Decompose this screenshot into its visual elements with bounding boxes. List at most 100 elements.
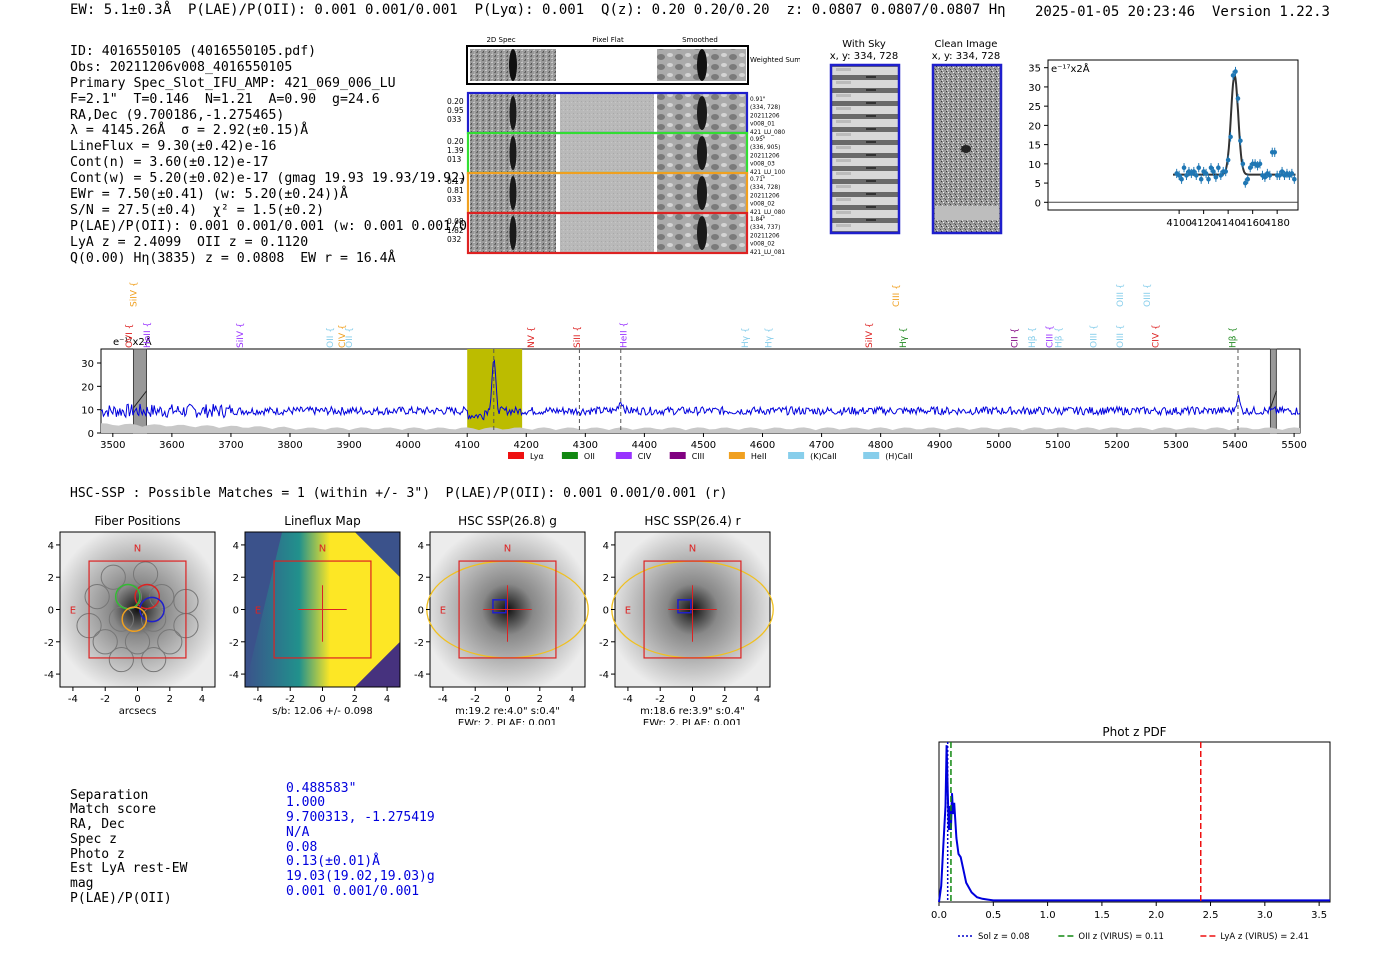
x-tick-label: 2 [352,694,358,705]
match-label: P(LAE)/P(OII) [70,890,172,906]
x-tick-label: -4 [253,694,263,705]
row-right-label: v008_02 [750,202,775,208]
data-point [1211,169,1216,174]
x-tick-label: -4 [68,694,78,705]
version: Version 1.22.3 [1211,4,1330,20]
east-label: E [625,606,631,617]
data-point [1267,173,1273,178]
spectral-line-label: SiIV { [865,322,875,348]
match-value: 0.08 [286,839,318,855]
row-pixel-flat [560,174,654,212]
spectral-line-label: CIV { [338,324,348,348]
info-line: Cont(w) = 5.20(±0.02)e-17 (gmag 19.93 19… [70,171,467,187]
x-tick-label: -2 [285,694,295,705]
legend-label: OII [584,452,595,461]
spectral-line-label: CIII { [1046,325,1056,348]
x-tick-label: 4140 [1215,218,1240,229]
x-tick-label: 4 [384,694,390,705]
legend-label: (K)CaII [810,452,837,461]
data-point [1203,171,1209,176]
fiber-circle [141,646,167,673]
match-value: N/A [286,824,310,840]
row-left-label: 0.08 [447,217,464,226]
data-point [1198,176,1204,182]
hsc-panels: Fiber Positions N E -4 -4 -2 -2 0 0 2 2 4 4 arcsecs Li… [44,514,774,725]
fiber-circle [149,583,175,610]
match-label: Separation [70,787,149,803]
x-tick-label: 4800 [868,440,893,451]
data-point [1243,180,1248,186]
photz-title: Phot z PDF [1102,725,1166,739]
x-tick-label: 4100 [454,440,479,451]
col-header-smoothed: Smoothed [682,36,718,44]
col-header-2d-spec: 2D Spec [486,36,515,44]
data-point [1179,176,1184,182]
spectral-line-label: Hβ { [1054,327,1064,348]
data-point [1181,165,1187,170]
data-point [1213,175,1219,180]
info-line: Obs: 20211206v008_4016550105 [70,59,293,75]
spectral-line-label: Hγ { [741,327,751,348]
row-right-label: 421_LU_100 [750,170,785,176]
panel-xlabel: arcsecs [119,706,157,717]
legend-label: LyA z (VIRUS) = 2.41 [1220,932,1309,942]
legend-swatch [615,452,632,459]
match-label: Spec z [70,831,117,847]
match-label: Photo z [70,846,125,862]
match-label: Est LyA rest-EW [70,861,188,877]
row-right-label: 0.95" [750,137,766,143]
spectral-line-label: HeII { [620,322,630,348]
line-fit-chart: 4100 4120 4140 4160 4180 0 5 10 15 20 25 30 35 e⁻¹⁷x2… [1028,59,1299,229]
row-right-label: v008_02 [750,242,775,248]
weighted-smoothed-blob [697,49,707,81]
match-value: 0.488583" [286,780,357,796]
legend-label: Sol z = 0.08 [978,932,1030,942]
spectral-line-label: OII { [326,327,336,348]
y-tick-label: 0 [233,606,239,617]
col-header-pixel-flat: Pixel Flat [592,36,624,44]
search-box [273,560,372,659]
panel-caption: m:19.2 re:4.0" s:0.4" [455,706,560,717]
x-tick-label: 5200 [1104,440,1129,451]
x-tick-label: 2.0 [1148,910,1164,921]
data-point [1225,157,1231,163]
row-smoothed-blob [697,136,707,170]
y-tick-label: -4 [414,670,424,681]
data-point [1208,165,1214,170]
legend-swatch [788,452,805,459]
spectral-line-label: CII { [1011,328,1021,348]
data-point [1223,169,1228,174]
spectral-line-label: NV { [527,327,537,348]
hatch-line [133,390,147,409]
hatched-region [132,348,147,434]
data-point [1277,173,1282,178]
y-tick-label: 10 [1028,160,1041,171]
spectrum-line [100,359,1301,421]
y-tick-label: 4 [48,541,54,552]
data-point [1196,165,1202,170]
source-marker [677,599,692,614]
y-tick-label: 0 [88,429,94,440]
row-left-label: 0.20 [447,97,464,106]
x-tick-label: -2 [655,694,665,705]
x-tick-label: 1.5 [1094,910,1110,921]
x-tick-label: 2 [167,694,173,705]
fiber-circle [92,629,118,655]
info-line: LineFlux = 9.30(±0.42)e-16 [70,139,277,155]
spectral-line-label: Hβ { [1028,327,1038,348]
x-tick-label: 4200 [514,440,539,451]
row-right-label: 20211206 [750,233,780,239]
selected-fiber [139,596,165,623]
sky-residual-area [101,423,1300,433]
y-tick-label: -2 [229,638,239,649]
row-emission-blob [509,176,517,210]
clean-image-coords: x, y: 334, 728 [932,51,1001,62]
row-right-label: (336, 905) [750,145,780,151]
x-tick-label: 4900 [927,440,952,451]
data-point [1292,176,1297,182]
legend-label: OII z (VIRUS) = 0.11 [1078,932,1164,942]
panel-title: Fiber Positions [94,514,180,528]
legend-swatch [728,452,745,459]
x-tick-label: 0.0 [931,910,947,921]
legend-label: CIII [692,452,705,461]
